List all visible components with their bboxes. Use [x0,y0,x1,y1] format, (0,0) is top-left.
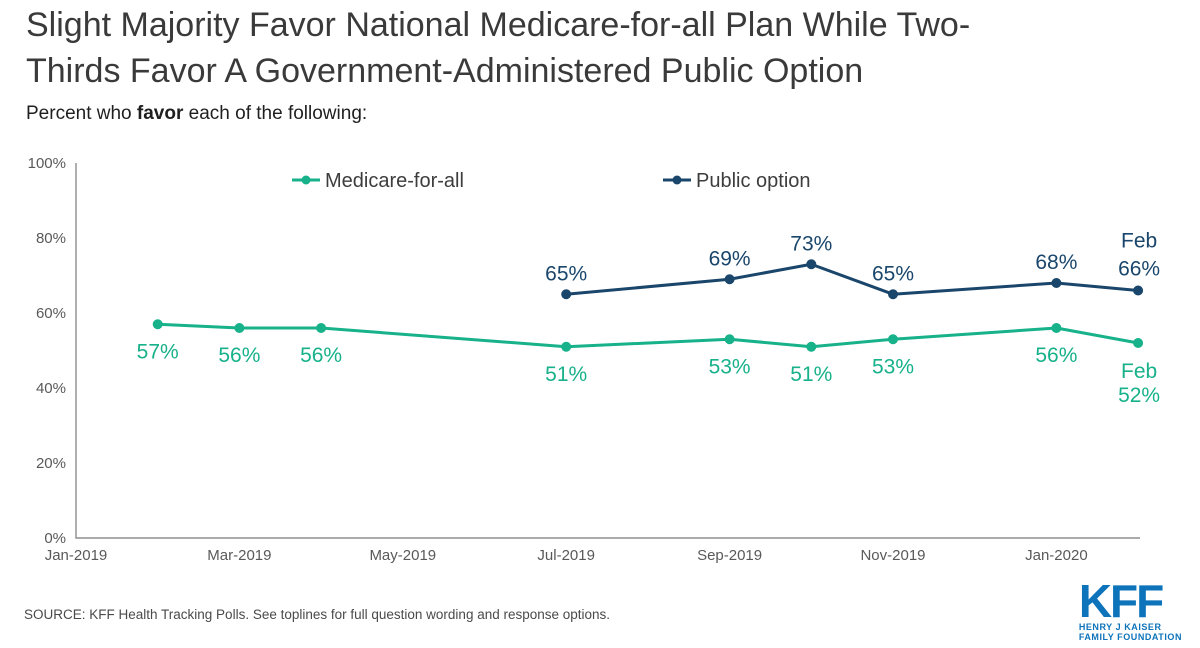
y-tick-label: 60% [36,305,66,322]
data-label: 66% [1118,258,1160,281]
y-tick-label: 0% [44,530,66,547]
y-tick-label: 100% [28,155,66,172]
y-tick-label: 40% [36,380,66,397]
data-point-marker [724,274,735,285]
data-label: 56% [300,344,342,367]
legend-label: Public option [696,170,811,192]
data-point-marker [1133,285,1144,296]
data-point-marker [806,341,817,352]
data-point-marker [152,319,163,330]
data-label: 73% [790,232,832,255]
data-label: 56% [218,344,260,367]
data-label-prefix: Feb [1121,230,1157,253]
subtitle-suffix: each of the following: [183,103,368,124]
x-tick-label: Jan-2019 [45,547,108,564]
kff-logo-line1: HENRY J KAISER [1078,622,1162,632]
data-label: 57% [137,340,179,363]
data-label: 65% [545,262,587,285]
x-tick-label: Mar-2019 [207,547,271,564]
data-label-prefix: Feb [1121,360,1157,383]
y-tick-label: 20% [36,455,66,472]
data-label: 52% [1118,384,1160,407]
data-point-marker [316,323,327,333]
data-point-marker [724,334,735,345]
data-label: 53% [709,355,751,378]
x-tick-label: May-2019 [369,547,436,564]
x-tick-label: Jul-2019 [537,547,595,564]
data-point-marker [888,334,898,345]
page-title-line1: Slight Majority Favor National Medicare-… [26,6,971,44]
data-point-marker [1051,278,1062,288]
data-point-marker [888,289,898,300]
data-label: 51% [545,363,587,386]
x-tick-label: Sep-2019 [697,547,762,564]
legend-marker-dot [301,175,311,185]
data-point-marker [561,289,572,300]
source-note: SOURCE: KFF Health Tracking Polls. See t… [24,607,611,622]
y-tick-label: 80% [36,230,66,247]
kff-logo: KFF HENRY J KAISER FAMILY FOUNDATION [1078,575,1182,642]
data-label: 53% [872,355,914,378]
page-title: Slight Majority Favor National Medicare-… [26,2,970,94]
data-label: 51% [790,363,832,386]
kff-logo-acronym: KFF [1078,575,1164,627]
data-point-marker [806,259,817,270]
data-point-marker [1133,338,1144,348]
x-tick-label: Nov-2019 [860,547,925,564]
legend-marker-dot [672,175,682,185]
page-title-line2: Thirds Favor A Government-Administered P… [26,52,864,90]
data-label: 56% [1035,344,1077,367]
line-chart: 0% 20% 40% 60% 80% 100% Jan-2019 Mar-2019 May-20… [28,155,1160,564]
data-point-marker [234,323,245,333]
data-label: 68% [1035,251,1077,274]
subtitle-bold-word: favor [136,103,184,124]
series-line-1 [566,262,1139,296]
data-point-marker [561,341,572,352]
subtitle-prefix: Percent who [26,103,137,124]
x-tick-label: Jan-2020 [1025,547,1088,564]
chart-axes [75,163,1140,539]
legend-label: Medicare-for-all [325,170,464,192]
kff-logo-line2: FAMILY FOUNDATION [1078,632,1182,642]
data-point-marker [1051,323,1062,333]
data-label: 69% [709,247,751,270]
chart-subtitle: Percent who favor each of the following: [26,103,367,125]
data-label: 65% [872,262,914,285]
